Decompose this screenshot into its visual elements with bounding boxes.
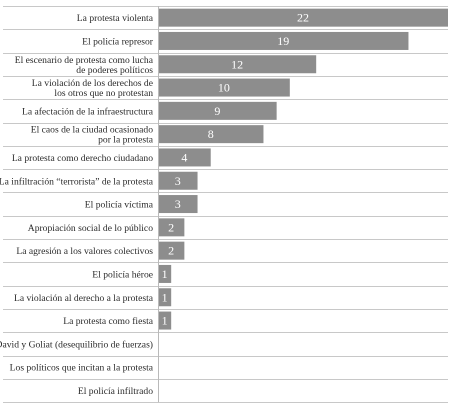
data-label: 19 <box>277 34 289 48</box>
category-label: David y Goliat (desequilibrio de fuerzas… <box>0 339 153 350</box>
bar <box>158 8 448 27</box>
data-label: 22 <box>297 11 309 25</box>
bar <box>158 264 172 283</box>
category-label-line: La afectación de la infraestructura <box>22 106 154 117</box>
category-label: La violación de los derechos de los otros… <box>32 78 153 99</box>
category-label-line: La violación de los derechos de <box>32 78 153 89</box>
category-label: El escenario de protesta como lucha de po… <box>15 55 154 76</box>
bar <box>158 78 290 97</box>
category-label-line: de poderes políticos <box>76 65 153 76</box>
category-label-line: La infiltración “terrorista” de la prote… <box>0 176 154 187</box>
category-labels: La protesta violenta El policía represor E… <box>0 13 154 397</box>
data-label: 8 <box>208 127 214 141</box>
category-label-line: El policía víctima <box>85 200 154 211</box>
category-label-line: David y Goliat (desequilibrio de fuerzas… <box>0 339 153 350</box>
data-label: 9 <box>214 104 220 118</box>
data-label: 10 <box>218 81 230 95</box>
category-label-line: los otros que no protestan <box>54 88 153 99</box>
bar <box>158 171 198 190</box>
category-label: El policía víctima <box>85 200 154 211</box>
data-label: 1 <box>162 267 168 281</box>
category-label: La infiltración “terrorista” de la prote… <box>0 176 154 187</box>
category-label: Apropiación social de lo público <box>28 223 153 234</box>
category-label: La violación al derecho a la protesta <box>14 293 154 304</box>
data-label: 12 <box>231 57 243 71</box>
category-label-line: por la protesta <box>98 135 154 146</box>
category-label: El caos de la ciudad ocasionado por la pr… <box>31 125 154 146</box>
category-label: La protesta como fiesta <box>63 316 154 327</box>
category-label: La protesta violenta <box>77 13 154 24</box>
data-label: 4 <box>181 150 187 164</box>
category-label: El policía héroe <box>92 269 153 280</box>
category-label-line: El escenario de protesta como lucha <box>15 55 154 66</box>
data-label: 1 <box>162 314 168 328</box>
category-label-line: La protesta como derecho ciudadano <box>12 153 153 164</box>
category-label-line: El policía héroe <box>92 269 153 280</box>
data-label: 2 <box>168 244 174 258</box>
bar <box>158 148 211 167</box>
category-label-line: Los políticos que incitan a la protesta <box>10 363 154 374</box>
category-label: La protesta como derecho ciudadano <box>12 153 153 164</box>
bar <box>158 101 277 120</box>
category-label: El policía infiltrado <box>78 386 153 397</box>
data-label: 3 <box>175 197 181 211</box>
data-label: 3 <box>175 174 181 188</box>
category-label-line: El policía infiltrado <box>78 386 153 397</box>
category-label: La afectación de la infraestructura <box>22 106 154 117</box>
bar <box>158 241 185 260</box>
bar <box>158 311 172 330</box>
category-label: La agresión a los valores colectivos <box>16 246 153 257</box>
category-label-line: La protesta violenta <box>77 13 154 24</box>
category-label-line: El policía represor <box>82 36 154 47</box>
category-label-line: La agresión a los valores colectivos <box>16 246 153 257</box>
bar <box>158 218 185 237</box>
category-label: Los políticos que incitan a la protesta <box>10 363 154 374</box>
gridlines <box>3 6 448 403</box>
bar <box>158 55 317 74</box>
bar <box>158 125 264 144</box>
bar <box>158 31 409 50</box>
category-label: El policía represor <box>82 36 154 47</box>
category-label-line: Apropiación social de lo público <box>28 223 153 234</box>
bar <box>158 195 198 214</box>
category-label-line: La violación al derecho a la protesta <box>14 293 154 304</box>
category-label-line: La protesta como fiesta <box>63 316 154 327</box>
category-label-line: El caos de la ciudad ocasionado <box>31 125 153 136</box>
bar <box>158 288 172 307</box>
data-label: 1 <box>162 290 168 304</box>
data-label: 2 <box>168 220 174 234</box>
